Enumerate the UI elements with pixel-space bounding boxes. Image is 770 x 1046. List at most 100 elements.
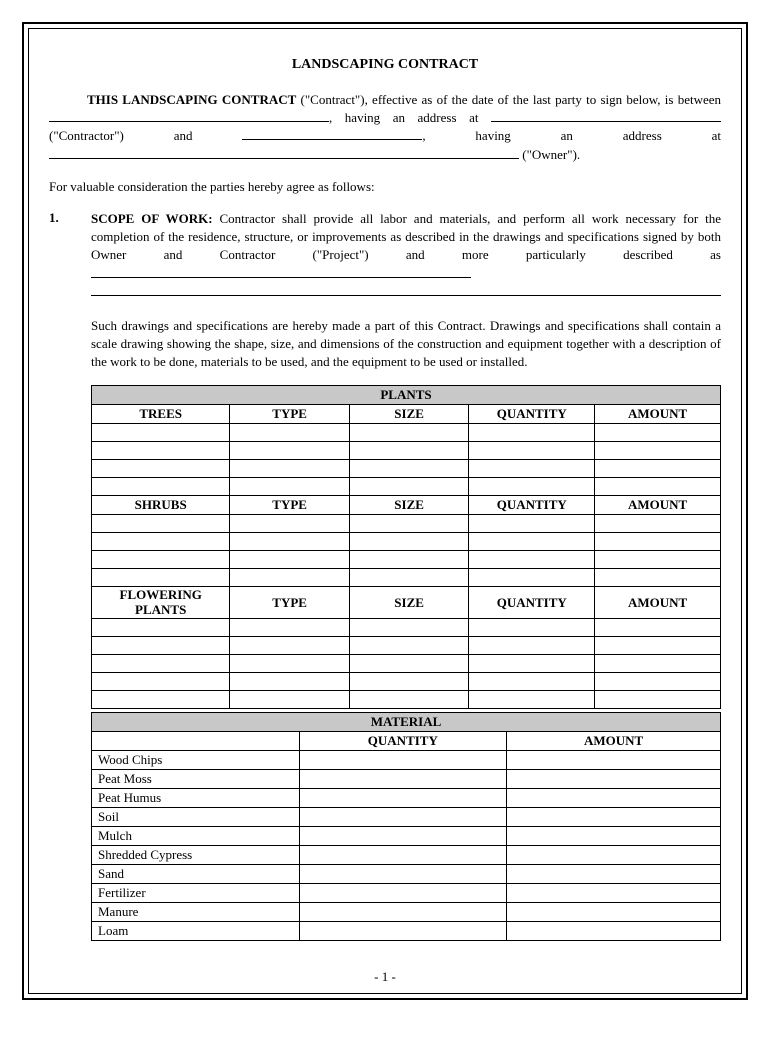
table-cell[interactable] [92, 569, 230, 587]
table-cell[interactable] [299, 922, 507, 941]
table-cell[interactable] [299, 808, 507, 827]
table-cell[interactable] [469, 424, 595, 442]
table-cell[interactable] [595, 551, 721, 569]
table-cell[interactable] [230, 655, 350, 673]
table-cell[interactable] [230, 569, 350, 587]
table-cell[interactable] [92, 478, 230, 496]
table-cell[interactable] [349, 515, 469, 533]
table-cell[interactable] [469, 533, 595, 551]
table-cell[interactable] [349, 655, 469, 673]
table-cell[interactable] [595, 691, 721, 709]
table-cell[interactable] [469, 460, 595, 478]
table-cell[interactable] [230, 533, 350, 551]
table-cell[interactable] [469, 478, 595, 496]
table-cell[interactable] [595, 515, 721, 533]
table-cell[interactable] [92, 619, 230, 637]
table-cell[interactable] [507, 770, 721, 789]
table-cell[interactable] [92, 533, 230, 551]
table-cell[interactable] [299, 846, 507, 865]
table-cell[interactable] [299, 865, 507, 884]
table-cell[interactable] [595, 637, 721, 655]
mat-label: Manure [92, 903, 300, 922]
table-cell[interactable] [349, 442, 469, 460]
blank-address1[interactable] [491, 121, 721, 122]
table-cell[interactable] [92, 637, 230, 655]
table-cell[interactable] [507, 827, 721, 846]
table-cell[interactable] [595, 619, 721, 637]
table-cell[interactable] [299, 751, 507, 770]
table-cell[interactable] [507, 903, 721, 922]
table-cell[interactable] [299, 884, 507, 903]
table-cell[interactable] [299, 827, 507, 846]
table-cell[interactable] [230, 673, 350, 691]
table-cell[interactable] [507, 808, 721, 827]
blank-address2[interactable] [49, 158, 519, 159]
table-cell[interactable] [595, 442, 721, 460]
col-amt: AMOUNT [595, 587, 721, 619]
table-cell[interactable] [230, 460, 350, 478]
table-cell[interactable] [349, 619, 469, 637]
table-cell[interactable] [92, 551, 230, 569]
table-cell[interactable] [595, 478, 721, 496]
table-cell[interactable] [349, 673, 469, 691]
table-cell[interactable] [595, 673, 721, 691]
page-number: - 1 - [29, 969, 741, 985]
table-cell[interactable] [469, 569, 595, 587]
mat-label: Mulch [92, 827, 300, 846]
table-cell[interactable] [469, 551, 595, 569]
table-cell[interactable] [469, 655, 595, 673]
table-cell[interactable] [92, 460, 230, 478]
table-cell[interactable] [349, 637, 469, 655]
table-cell[interactable] [469, 515, 595, 533]
table-cell[interactable] [230, 551, 350, 569]
table-cell[interactable] [595, 533, 721, 551]
table-cell[interactable] [92, 691, 230, 709]
table-cell[interactable] [92, 424, 230, 442]
table-cell[interactable] [595, 424, 721, 442]
table-cell[interactable] [230, 691, 350, 709]
table-cell[interactable] [469, 637, 595, 655]
col-trees: TREES [92, 405, 230, 424]
table-cell[interactable] [230, 637, 350, 655]
table-cell[interactable] [92, 673, 230, 691]
table-cell[interactable] [469, 673, 595, 691]
table-cell[interactable] [349, 478, 469, 496]
table-cell[interactable] [92, 655, 230, 673]
table-cell[interactable] [299, 789, 507, 808]
table-cell[interactable] [507, 751, 721, 770]
table-cell[interactable] [507, 884, 721, 903]
table-cell[interactable] [230, 442, 350, 460]
table-cell[interactable] [230, 478, 350, 496]
table-cell[interactable] [595, 460, 721, 478]
table-cell[interactable] [92, 515, 230, 533]
table-cell[interactable] [507, 865, 721, 884]
blank-party2[interactable] [242, 139, 422, 140]
blank-party1[interactable] [49, 121, 329, 122]
col-type: TYPE [230, 587, 350, 619]
table-cell[interactable] [92, 442, 230, 460]
table-cell[interactable] [507, 922, 721, 941]
table-cell[interactable] [595, 569, 721, 587]
table-cell[interactable] [349, 424, 469, 442]
table-cell[interactable] [230, 515, 350, 533]
table-cell[interactable] [349, 460, 469, 478]
table-cell[interactable] [349, 569, 469, 587]
blank-project-desc-2[interactable] [91, 295, 721, 296]
table-cell[interactable] [349, 551, 469, 569]
table-cell[interactable] [469, 691, 595, 709]
table-cell[interactable] [230, 424, 350, 442]
table-cell[interactable] [299, 903, 507, 922]
table-cell[interactable] [507, 846, 721, 865]
table-cell[interactable] [595, 655, 721, 673]
col-mat-amt: AMOUNT [507, 732, 721, 751]
col-qty: QUANTITY [469, 405, 595, 424]
table-cell[interactable] [469, 442, 595, 460]
table-cell[interactable] [507, 789, 721, 808]
table-cell[interactable] [349, 533, 469, 551]
blank-project-desc[interactable] [91, 277, 471, 278]
table-cell[interactable] [349, 691, 469, 709]
section-1: 1. SCOPE OF WORK: Contractor shall provi… [49, 210, 721, 301]
table-cell[interactable] [299, 770, 507, 789]
table-cell[interactable] [230, 619, 350, 637]
table-cell[interactable] [469, 619, 595, 637]
